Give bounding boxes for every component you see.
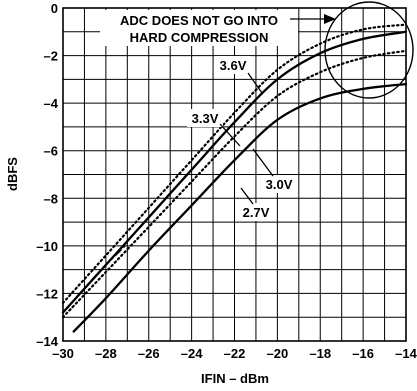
label-box-3.6v [215, 56, 251, 74]
leader-3.0v [252, 148, 274, 177]
x-tick-label: –30 [52, 346, 74, 361]
x-tick-label: –16 [352, 346, 374, 361]
series-line-3.6v [61, 23, 408, 304]
annotation-box [100, 10, 298, 46]
plot-frame [62, 7, 407, 342]
series-line-3.0v [61, 49, 408, 319]
leader-3.3v [219, 123, 241, 147]
annotation-line1: ADC DOES NOT GO INTO [120, 13, 278, 28]
y-tick-label: 0 [51, 1, 58, 16]
label-box-2.7v [238, 203, 274, 221]
x-tick-label: –20 [267, 346, 289, 361]
series-label-3.0v: 3.0V [266, 177, 293, 192]
x-tick-label: –28 [95, 346, 117, 361]
annotation-line2: HARD COMPRESSION [130, 30, 269, 45]
y-tick-label: –8 [44, 191, 58, 206]
compression-ellipse [324, 1, 414, 99]
x-tick-label: –18 [309, 346, 331, 361]
label-box-3.3v [187, 109, 223, 127]
y-tick-label: –14 [36, 334, 58, 349]
y-axis-title: dBFS [5, 157, 20, 191]
y-tick-label: –2 [44, 49, 58, 64]
series-label-3.6v: 3.6V [220, 58, 247, 73]
x-axis-title: IFIN – dBm [201, 371, 269, 386]
leader-3.6v [247, 72, 263, 94]
x-tick-label: –26 [138, 346, 160, 361]
y-tick-label: –10 [36, 239, 58, 254]
y-tick-label: –12 [36, 286, 58, 301]
series-line-2.7v [72, 82, 408, 333]
annotation-arrowhead [324, 14, 336, 24]
grid [63, 8, 406, 341]
y-tick-label: –4 [44, 96, 59, 111]
x-tick-label: –14 [395, 346, 417, 361]
y-tick-label: –6 [44, 144, 58, 159]
series-label-3.3v: 3.3V [192, 111, 219, 126]
series-line-segment-2 [79, 242, 128, 295]
curves [61, 23, 408, 333]
x-tick-label: –24 [181, 346, 203, 361]
label-box-3.0v [261, 175, 297, 193]
x-tick-label: –22 [224, 346, 246, 361]
leader-2.7v [240, 187, 254, 205]
tick-labels: –30 –28 –26 –24 –22 –20 –18 –16 –14 0 –2 –4 –6 –8 –10 –… [36, 1, 417, 361]
series-label-2.7v: 2.7V [243, 205, 270, 220]
